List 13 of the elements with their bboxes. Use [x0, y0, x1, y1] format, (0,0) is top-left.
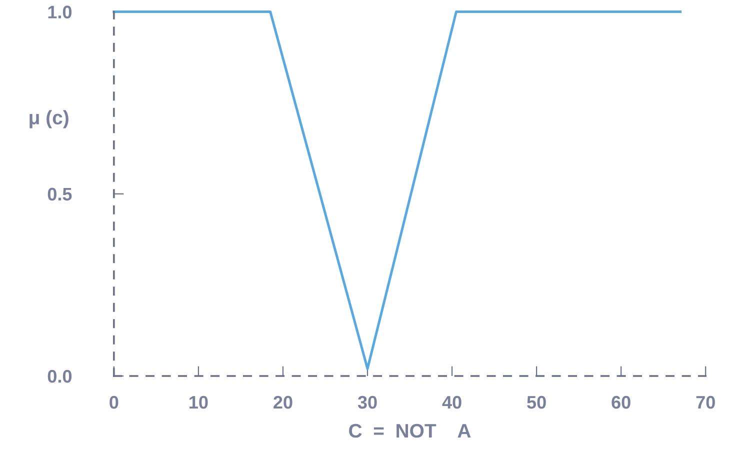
x-tick-label: 10 — [190, 396, 208, 409]
x-tick-label: 30 — [358, 396, 377, 409]
x-axis-title: C = NOT A — [349, 424, 471, 438]
x-tick-label: 20 — [274, 396, 292, 409]
y-tick-label: 1.0 — [48, 6, 72, 18]
y-tick-label: 0.0 — [48, 370, 72, 383]
x-tick-label: 40 — [442, 396, 462, 409]
y-axis-title: μ (c) — [30, 110, 68, 128]
y-tick-label: 0.5 — [48, 188, 72, 201]
x-tick-label: 70 — [696, 396, 715, 409]
x-tick-label: 0 — [110, 396, 118, 409]
x-tick-label: 50 — [527, 396, 546, 409]
x-tick-label: 60 — [612, 396, 630, 409]
